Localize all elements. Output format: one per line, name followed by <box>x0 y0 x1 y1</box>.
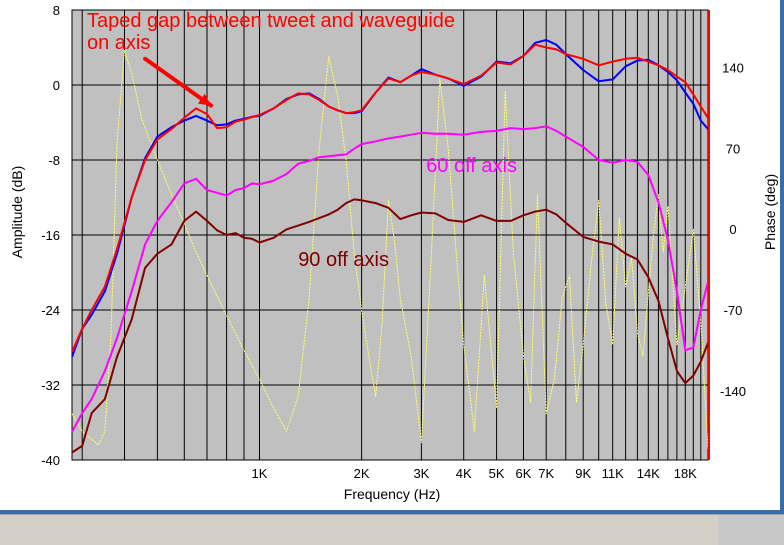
x-tick-label: 9K <box>575 466 591 481</box>
y-axis-right: 140 70 0 -70 -140 <box>720 61 746 399</box>
x-tick-label: 5K <box>489 466 505 481</box>
series-line-magenta <box>71 125 709 433</box>
y2-tick-label: 140 <box>722 61 744 76</box>
series-layer <box>71 39 709 454</box>
y-axis-left: 8 0 -8 -16 -24 -32 -40 <box>41 3 60 468</box>
x-tick-label: 18K <box>674 466 697 481</box>
y-tick-label: -24 <box>41 303 60 318</box>
y2-axis-label: Phase (deg) <box>762 174 778 250</box>
y2-tick-label: -70 <box>724 303 743 318</box>
x-tick-label: 11K <box>602 466 624 481</box>
x-tick-label: 14K <box>637 466 660 481</box>
annotation-taped-gap-line: Taped gap between tweet and waveguide <box>87 10 455 32</box>
x-tick-label: 6K <box>516 466 532 481</box>
arrow-layer <box>143 56 214 108</box>
series-line-yellow-phase <box>71 49 709 449</box>
y2-tick-label: 70 <box>726 142 740 157</box>
y2-tick-label: -140 <box>720 384 746 399</box>
series-line-red <box>71 43 709 353</box>
y-tick-label: 8 <box>53 3 60 18</box>
y-tick-label: -32 <box>41 378 60 393</box>
annotation-taped-gap-line: on axis <box>87 32 150 54</box>
y-tick-label: 0 <box>53 78 60 93</box>
annotation-taped-gap: Taped gap between tweet and waveguide on … <box>87 10 455 54</box>
annotation-90-off-axis: 90 off axis <box>298 249 389 271</box>
window-border-right <box>780 0 784 512</box>
chart-window: Taped gap between tweet and waveguide on … <box>9 3 778 502</box>
grid <box>72 9 709 461</box>
series-line-maroon <box>71 198 709 454</box>
annotation-90-off-axis-line: 90 off axis <box>298 249 389 271</box>
x-tick-label: 2K <box>354 466 370 481</box>
y-tick-label: -16 <box>41 228 60 243</box>
annotation-60-off-axis: 60 off axis <box>426 155 517 177</box>
x-axis-label: Frequency (Hz) <box>344 486 440 502</box>
annotation-arrow-shaft <box>143 56 214 108</box>
status-bar <box>0 514 784 545</box>
x-tick-label: 7K <box>538 466 554 481</box>
status-panel <box>0 515 718 545</box>
x-tick-label: 1K <box>252 466 268 481</box>
y-axis-label: Amplitude (dB) <box>9 166 25 259</box>
annotation-arrow-head <box>197 93 212 106</box>
y-tick-label: -8 <box>48 153 60 168</box>
x-tick-label: 3K <box>413 466 429 481</box>
annotation-60-off-axis-line: 60 off axis <box>426 155 517 177</box>
x-tick-label: 4K <box>456 466 472 481</box>
frequency-response-chart: Taped gap between tweet and waveguide on … <box>9 3 778 502</box>
y2-tick-label: 0 <box>729 222 736 237</box>
x-axis: 1K 2K 3K 4K 5K 6K 7K 9K 11K 14K 18K <box>252 466 698 481</box>
window-border-bottom <box>0 510 784 514</box>
y-tick-label: -40 <box>41 453 60 468</box>
annotation-layer: Taped gap between tweet and waveguide on … <box>87 10 517 271</box>
